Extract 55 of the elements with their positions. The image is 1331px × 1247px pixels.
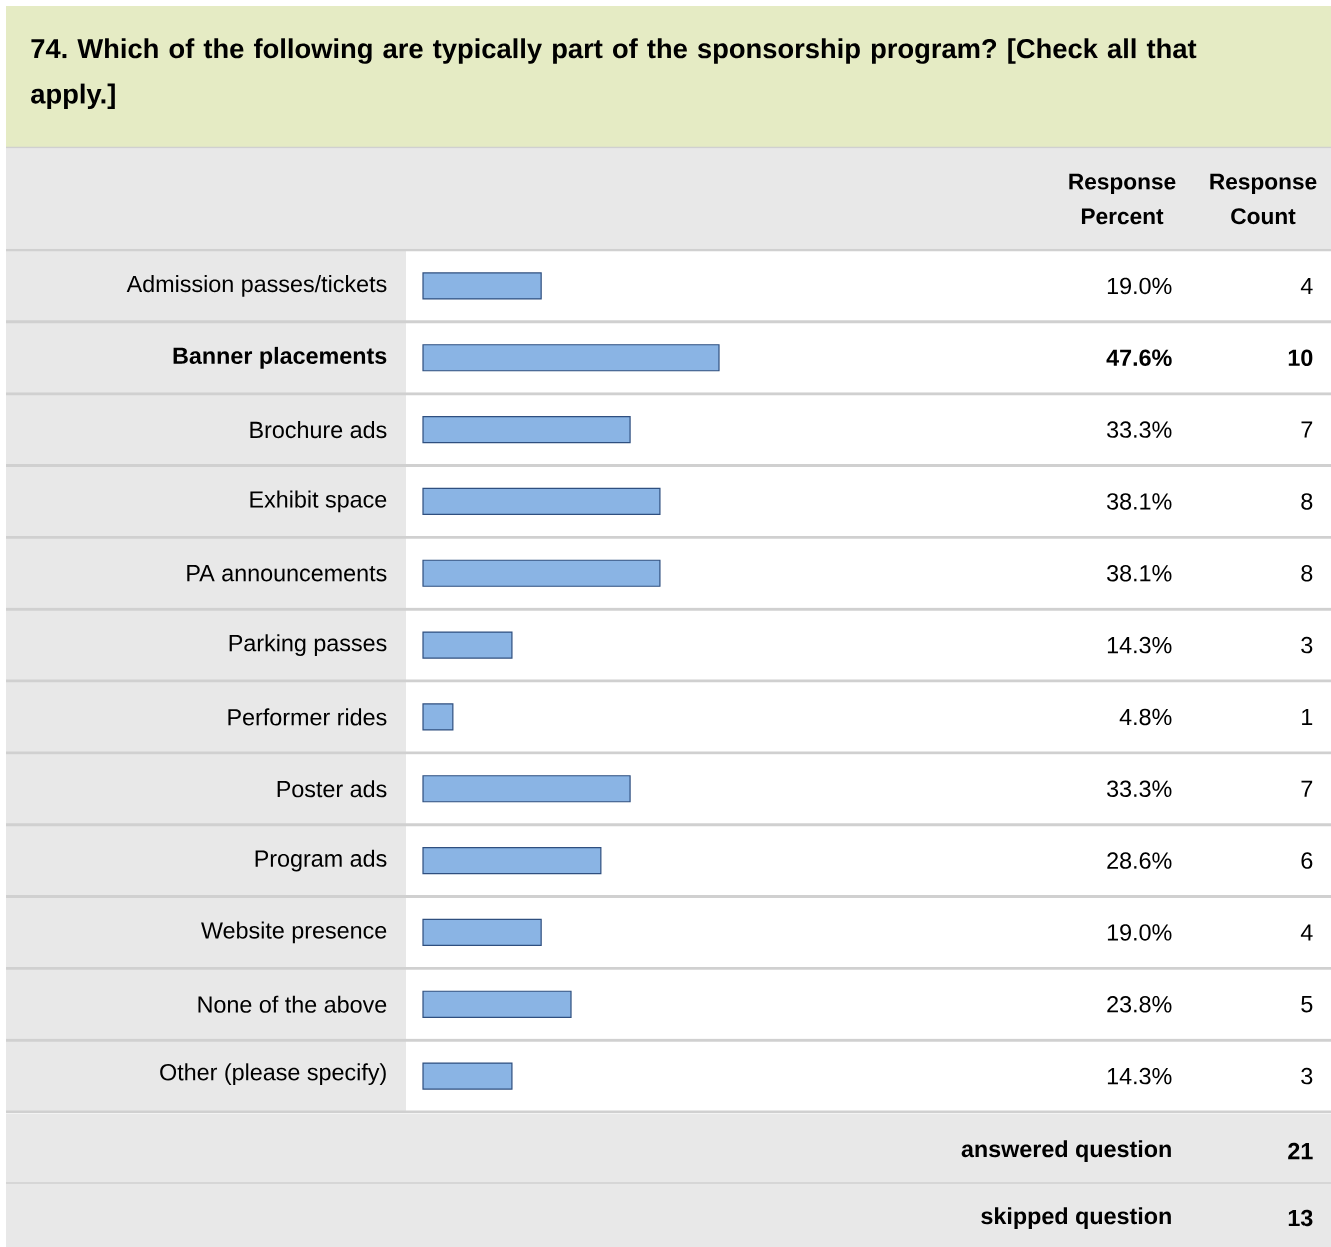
- text: answered question: [961, 1140, 1171, 1162]
- text: 7: [1301, 780, 1313, 797]
- text: Response Count: [1210, 173, 1317, 225]
- y-tick-label: Other (please specify): [160, 1063, 386, 1086]
- data-label: 38.1%: [1107, 565, 1172, 582]
- text: 4: [1300, 924, 1313, 941]
- bar: [422, 272, 542, 300]
- y-tick-label: None of the above: [198, 995, 387, 1013]
- text: 8: [1301, 565, 1313, 582]
- bar: [422, 416, 631, 444]
- bar: [422, 703, 454, 731]
- data-label: 14.3%: [1107, 1067, 1172, 1085]
- data-label: 23.8%: [1107, 996, 1172, 1013]
- bar: [422, 559, 661, 587]
- data-label: 38.1%: [1107, 493, 1172, 510]
- text: 3: [1301, 636, 1313, 654]
- y-tick-label: Brochure ads: [250, 421, 387, 439]
- y-tick-label: Parking passes: [229, 634, 387, 656]
- text: 3: [1301, 1067, 1313, 1085]
- text: 1: [1302, 708, 1313, 725]
- text: skipped question: [981, 1207, 1171, 1229]
- data-label: 19.0%: [1107, 277, 1172, 295]
- bar: [422, 631, 513, 659]
- y-tick-label: Poster ads: [277, 780, 387, 798]
- y-tick-label: Exhibit space: [250, 490, 387, 513]
- bar: [422, 918, 542, 947]
- y-tick-label: Banner placements: [173, 346, 387, 369]
- text: 8: [1301, 493, 1313, 510]
- bar: [422, 990, 572, 1018]
- text: Response Percent: [1069, 173, 1176, 225]
- text: 4: [1300, 277, 1313, 294]
- data-label: 14.3%: [1107, 636, 1172, 654]
- y-tick-label: Website presence: [201, 921, 387, 944]
- chart-title: 74. Which of the following are typically part of the sponsorship program? [Check all that apply.]: [31, 38, 1197, 110]
- text: 10: [1288, 349, 1313, 367]
- text: 13: [1288, 1209, 1313, 1227]
- bar: [422, 847, 602, 875]
- text: 21: [1288, 1142, 1313, 1160]
- text: 7: [1301, 421, 1313, 438]
- y-tick-label: Program ads: [255, 849, 387, 872]
- data-label: 28.6%: [1107, 852, 1172, 869]
- y-tick-label: PA announcements: [187, 565, 387, 582]
- data-label: 4.8%: [1119, 708, 1172, 726]
- bar: [422, 344, 720, 372]
- data-label: 47.6%: [1106, 349, 1172, 367]
- data-label: 33.3%: [1107, 421, 1172, 438]
- bar: [422, 775, 631, 803]
- text: 5: [1301, 996, 1313, 1013]
- data-label: 33.3%: [1107, 780, 1172, 798]
- text: 6: [1301, 852, 1313, 869]
- bar: [422, 1062, 513, 1090]
- data-label: 19.0%: [1107, 924, 1172, 941]
- y-tick-label: Performer rides: [228, 708, 387, 726]
- y-tick-label: Admission passes/tickets: [126, 275, 387, 297]
- bar: [422, 487, 661, 516]
